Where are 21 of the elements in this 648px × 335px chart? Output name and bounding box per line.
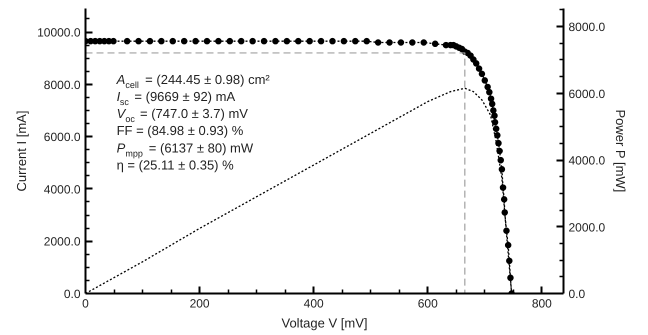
y-tick-label: 4000.0 (44, 182, 81, 196)
annotation: η = (25.11 ± 0.35) % (116, 157, 234, 172)
y2-axis-title: Power P [mW] (613, 109, 628, 192)
y-tick-label: 10000.0 (37, 26, 81, 40)
y2-tick-label: 4000.0 (568, 154, 606, 168)
x-tick-label: 200 (190, 296, 210, 310)
y-tick-label: 8000.0 (44, 78, 81, 92)
y-tick-label: 2000.0 (44, 234, 81, 249)
x-tick-label: 600 (418, 296, 438, 310)
x-tick-label: 0 (82, 296, 90, 310)
x-axis-title: Voltage V [mV] (282, 316, 368, 330)
y2-tick-label: 0.0 (568, 287, 586, 301)
y-axis-title: Current I [mA] (14, 110, 30, 192)
y2-tick-label: 8000.0 (568, 20, 606, 34)
y-tick-label: 0.0 (64, 287, 81, 301)
y2-tick-label: 2000.0 (568, 220, 606, 234)
y-tick-label: 6000.0 (44, 130, 81, 144)
x-tick-label: 400 (304, 296, 324, 310)
annotation: FF = (84.98 ± 0.93) % (116, 123, 244, 138)
y2-tick-label: 6000.0 (568, 86, 606, 101)
x-tick-label: 800 (532, 296, 552, 310)
